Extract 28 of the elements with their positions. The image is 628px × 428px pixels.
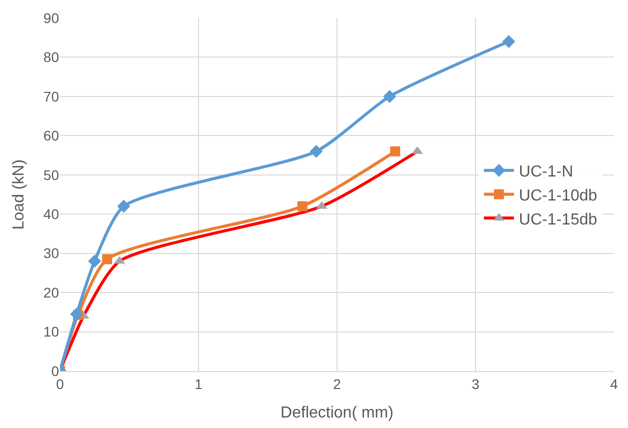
legend-label: UC-1-15db xyxy=(518,211,598,228)
y-tick-label: 20 xyxy=(43,284,60,300)
legend-label: UC-1-10db xyxy=(518,187,598,204)
point xyxy=(383,90,396,103)
point xyxy=(102,254,112,264)
x-axis-title: Deflection( mm) xyxy=(280,404,394,422)
legend-label: UC-1-N xyxy=(518,164,574,181)
point xyxy=(390,146,400,156)
y-tick-label: 60 xyxy=(43,128,60,144)
x-tick-label: 4 xyxy=(610,376,618,392)
y-tick-label: 30 xyxy=(43,245,60,262)
y-tick-label: 40 xyxy=(43,206,60,222)
point xyxy=(117,200,130,213)
y-tick-label: 10 xyxy=(43,324,60,340)
point xyxy=(88,254,102,268)
y-tick-label: 90 xyxy=(43,10,60,26)
y-tick-label: 0 xyxy=(51,362,60,379)
x-tick-label: 2 xyxy=(333,376,342,392)
y-tick-label: 50 xyxy=(43,166,60,183)
y-tick-label: 70 xyxy=(43,88,60,104)
point xyxy=(297,201,308,212)
point xyxy=(310,144,323,158)
y-axis-title: Load (kN) xyxy=(10,159,28,230)
point xyxy=(502,35,516,48)
point xyxy=(70,308,84,321)
x-tick-label: 3 xyxy=(472,376,480,392)
y-tick-label: 80 xyxy=(43,49,60,66)
x-tick-label: 1 xyxy=(194,376,203,392)
